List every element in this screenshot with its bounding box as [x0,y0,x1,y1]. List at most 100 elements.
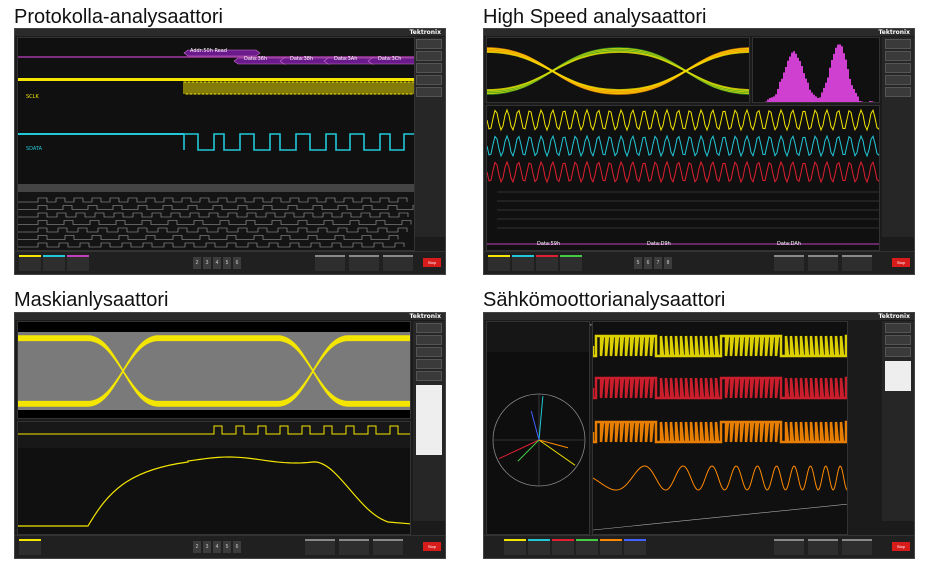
channel-button-6[interactable]: 6 [233,541,241,553]
channel-6-badge[interactable] [624,539,646,555]
horizontal-badge[interactable] [774,539,804,555]
channel-label-sclk: SCLK [26,94,39,100]
channel-button-5[interactable]: 5 [634,257,642,269]
sclk-trace [184,82,414,94]
title-mask: Maskianlysaattori [14,289,169,311]
protocol-analyzer-screenshot: File Edit Utility Help Tektronix [14,28,446,275]
stop-button[interactable]: Stop [892,542,910,551]
histogram-bar [859,101,861,103]
bus-label-2: Data:38h [290,56,313,62]
stop-button[interactable]: Stop [423,258,441,267]
channel-button-5[interactable]: 5 [223,541,231,553]
pwm-trace [593,336,848,356]
acquisition-badge[interactable] [842,255,872,271]
stop-button[interactable]: Stop [892,258,910,267]
channel-button-4[interactable]: 4 [213,257,221,269]
histogram-bar [819,97,821,103]
channel-3-badge[interactable] [67,255,89,271]
add-new-button[interactable] [416,39,442,49]
trigger-badge[interactable] [339,539,369,555]
channel-button-5[interactable]: 5 [223,257,231,269]
histogram-bar [867,102,869,103]
math-button[interactable] [416,87,442,97]
channel-1-badge[interactable] [488,255,510,271]
channel-4-badge[interactable] [576,539,598,555]
pwm-trace [593,422,848,442]
waveform-view[interactable]: Data:59h Data:D9h Data:DAh [486,105,880,251]
channel-3-badge[interactable] [552,539,574,555]
horizontal-badge[interactable] [305,539,335,555]
channel-button-6[interactable]: 6 [644,257,652,269]
histogram-bar [841,46,843,103]
side-panel [882,321,914,521]
trigger-badge[interactable] [349,255,379,271]
horizontal-badge[interactable] [774,255,804,271]
phasor-diagram-plot[interactable] [486,321,590,535]
channel-2-badge[interactable] [43,255,65,271]
acquisition-badge[interactable] [383,255,413,271]
add-new-button[interactable] [885,323,911,333]
analog-pulse-trace [18,457,411,526]
menu-bar: File Edit Applications Utility Help Tekt… [484,313,914,320]
measure-button[interactable] [416,63,442,73]
add-new-button[interactable] [416,323,442,333]
measure-button[interactable] [885,347,911,357]
stop-button[interactable]: Stop [423,542,441,551]
channel-1-badge[interactable] [19,255,41,271]
search-button[interactable] [416,75,442,85]
waveform-view[interactable]: Addr:50h Read Data:36h Data:38h Data:3Ah… [17,37,415,251]
cursors-button[interactable] [416,335,442,345]
trigger-badge[interactable] [808,255,838,271]
horizontal-badge[interactable] [315,255,345,271]
waveform-view[interactable] [17,421,411,535]
cursors-button[interactable] [885,335,911,345]
acquisition-badge[interactable] [842,539,872,555]
channel-1-badge[interactable] [19,539,41,555]
analog-pulse [18,457,411,526]
search-button[interactable] [416,359,442,369]
eye-diagram-plot[interactable] [17,321,411,419]
channel-button-3[interactable]: 3 [203,257,211,269]
cursors-button[interactable] [885,51,911,61]
search-button[interactable] [885,75,911,85]
channel-1-badge[interactable] [504,539,526,555]
histogram-bar [793,51,795,103]
channel-3-badge[interactable] [536,255,558,271]
measure-button[interactable] [885,63,911,73]
channel-button-3[interactable]: 3 [203,541,211,553]
channel-button-2[interactable]: 2 [193,257,201,269]
histogram-bar [801,66,803,103]
math-button[interactable] [416,371,442,381]
serial-trace [487,136,880,156]
channel-button-2[interactable]: 2 [193,541,201,553]
histogram-bar [791,53,793,103]
channel-5-badge[interactable] [600,539,622,555]
histogram-bar [785,67,787,103]
brand-logo: Tektronix [878,313,910,320]
channel-button-6[interactable]: 6 [233,257,241,269]
histogram-bar [845,60,847,103]
add-new-button[interactable] [885,39,911,49]
channel-button-7[interactable]: 7 [654,257,662,269]
bottom-bar: 5 6 7 8 Stop [484,251,914,274]
channel-2-badge[interactable] [512,255,534,271]
histogram-bar [803,73,805,103]
measure-button[interactable] [416,347,442,357]
motor-waveforms [593,322,848,535]
math-button[interactable] [885,87,911,97]
channel-4-badge[interactable] [560,255,582,271]
channel-2-badge[interactable] [528,539,550,555]
trigger-badge[interactable] [808,539,838,555]
channel-button-4[interactable]: 4 [213,541,221,553]
acquisition-badge[interactable] [373,539,403,555]
channel-button-8[interactable]: 8 [664,257,672,269]
histogram-bar [813,95,815,103]
waveform-view[interactable] [592,321,848,535]
histogram-plot[interactable] [752,37,880,103]
cursors-button[interactable] [416,51,442,61]
histogram-bar [771,97,773,103]
histogram-bar [857,96,859,103]
highspeed-analyzer-screenshot: File Edit Utility Help Tektronix Data:59… [483,28,915,275]
results-table [885,361,911,391]
eye-diagram-plot[interactable] [486,37,750,103]
